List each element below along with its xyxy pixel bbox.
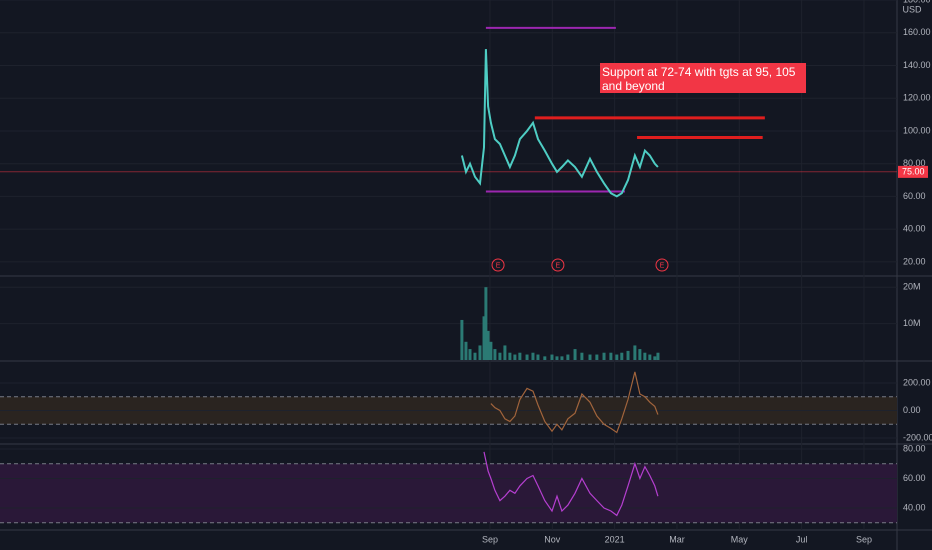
- x-tick-label: Sep: [856, 534, 872, 544]
- y-tick-label: 200.00: [903, 377, 931, 387]
- y-tick-label: 80.00: [903, 443, 926, 453]
- event-marker: [491, 258, 505, 272]
- volume-bar: [473, 352, 477, 360]
- volume-bar: [643, 352, 647, 360]
- volume-bar: [609, 352, 613, 360]
- y-tick-label: 180.00: [903, 0, 931, 4]
- volume-bar: [573, 349, 577, 360]
- volume-bar: [478, 345, 482, 360]
- volume-bar: [580, 352, 584, 360]
- band-fill: [0, 463, 897, 523]
- volume-bar: [620, 352, 624, 360]
- volume-bar: [555, 356, 559, 360]
- y-tick-label: 120.00: [903, 93, 931, 103]
- y-tick-label: 40.00: [903, 224, 926, 234]
- volume-bar: [602, 352, 606, 360]
- event-label: E: [660, 262, 665, 269]
- x-tick-label: 2021: [605, 534, 625, 544]
- y-tick-label: 100.00: [903, 125, 931, 135]
- series-line: [483, 451, 659, 517]
- y-tick-label: 0.00: [903, 405, 921, 415]
- volume-bar: [626, 350, 630, 360]
- volume-bar: [588, 354, 592, 360]
- currency-label: USD: [902, 4, 922, 14]
- volume-bar: [489, 341, 493, 360]
- volume-bar: [615, 354, 619, 360]
- volume-bar: [525, 354, 529, 360]
- x-tick-label: Nov: [544, 534, 561, 544]
- volume-bar: [518, 352, 522, 360]
- volume-bar: [498, 352, 502, 360]
- series-line: [460, 49, 659, 198]
- volume-bar: [468, 349, 472, 360]
- volume-bar: [566, 354, 570, 360]
- volume-bar: [486, 330, 490, 360]
- volume-bar: [484, 287, 488, 360]
- volume-bar: [460, 319, 464, 360]
- y-tick-label: 140.00: [903, 60, 931, 70]
- y-tick-label: 80.00: [903, 158, 926, 168]
- volume-bar: [503, 345, 507, 360]
- y-tick-label: 60.00: [903, 191, 926, 201]
- annotation: Support at 72-74 with tgts at 95, 105 an…: [600, 63, 806, 93]
- y-tick-label: 20M: [903, 282, 921, 292]
- volume-bar: [656, 352, 660, 360]
- y-tick-label: 10M: [903, 318, 921, 328]
- event-marker: [551, 258, 565, 272]
- volume-bar: [508, 352, 512, 360]
- y-tick-label: 20.00: [903, 256, 926, 266]
- y-tick-label: -200.00: [903, 432, 932, 442]
- x-tick-label: Jul: [796, 534, 808, 544]
- event-label: E: [496, 262, 501, 269]
- y-tick-label: 160.00: [903, 27, 931, 37]
- event-label: E: [556, 262, 561, 269]
- volume-bar: [648, 354, 652, 360]
- volume-bar: [464, 341, 468, 360]
- volume-bar: [550, 354, 554, 360]
- volume-bar: [638, 349, 642, 360]
- event-marker: [655, 258, 669, 272]
- last-price-box: [898, 165, 928, 178]
- volume-bar: [493, 349, 497, 360]
- volume-bar: [536, 354, 540, 360]
- y-tick-label: 40.00: [903, 502, 926, 512]
- x-tick-label: Sep: [482, 534, 498, 544]
- y-tick-label: 60.00: [903, 473, 926, 483]
- series-line: [490, 371, 659, 434]
- x-tick-label: May: [731, 534, 749, 544]
- volume-bar: [531, 352, 535, 360]
- volume-bar: [595, 354, 599, 360]
- last-price-label: 75.00: [902, 166, 925, 176]
- volume-bar: [513, 354, 517, 360]
- volume-bar: [653, 356, 657, 360]
- volume-bar: [633, 345, 637, 360]
- price-axis: [897, 0, 932, 550]
- volume-bar: [543, 356, 547, 360]
- volume-bar: [482, 316, 486, 360]
- x-tick-label: Mar: [669, 534, 685, 544]
- volume-bar: [560, 356, 564, 360]
